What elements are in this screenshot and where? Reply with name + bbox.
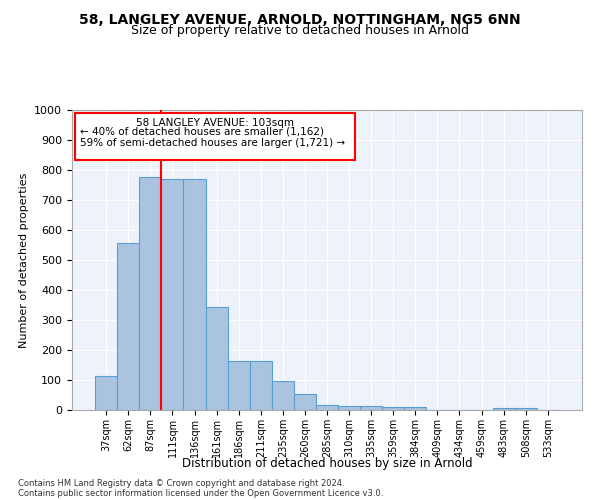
Bar [250,360,272,410]
Bar [382,407,404,410]
Text: Distribution of detached houses by size in Arnold: Distribution of detached houses by size … [182,458,472,470]
Bar [95,376,117,410]
Bar [338,406,360,410]
Text: 59% of semi-detached houses are larger (1,721) →: 59% of semi-detached houses are larger (… [80,138,345,148]
Bar [294,394,316,410]
FancyBboxPatch shape [74,113,355,160]
Bar [117,243,139,410]
Bar [206,307,227,410]
Text: 58 LANGLEY AVENUE: 103sqm: 58 LANGLEY AVENUE: 103sqm [136,118,294,128]
Text: Contains HM Land Registry data © Crown copyright and database right 2024.: Contains HM Land Registry data © Crown c… [18,478,344,488]
Bar [272,380,294,410]
Bar [227,360,250,410]
Text: Contains public sector information licensed under the Open Government Licence v3: Contains public sector information licen… [18,488,383,498]
Bar [360,406,382,410]
Text: Size of property relative to detached houses in Arnold: Size of property relative to detached ho… [131,24,469,37]
Text: ← 40% of detached houses are smaller (1,162): ← 40% of detached houses are smaller (1,… [80,126,323,136]
Bar [515,408,537,410]
Bar [404,407,427,410]
Bar [316,404,338,410]
Bar [184,179,206,410]
Text: 58, LANGLEY AVENUE, ARNOLD, NOTTINGHAM, NG5 6NN: 58, LANGLEY AVENUE, ARNOLD, NOTTINGHAM, … [79,12,521,26]
Y-axis label: Number of detached properties: Number of detached properties [19,172,29,348]
Bar [161,179,184,410]
Bar [139,176,161,410]
Bar [493,408,515,410]
